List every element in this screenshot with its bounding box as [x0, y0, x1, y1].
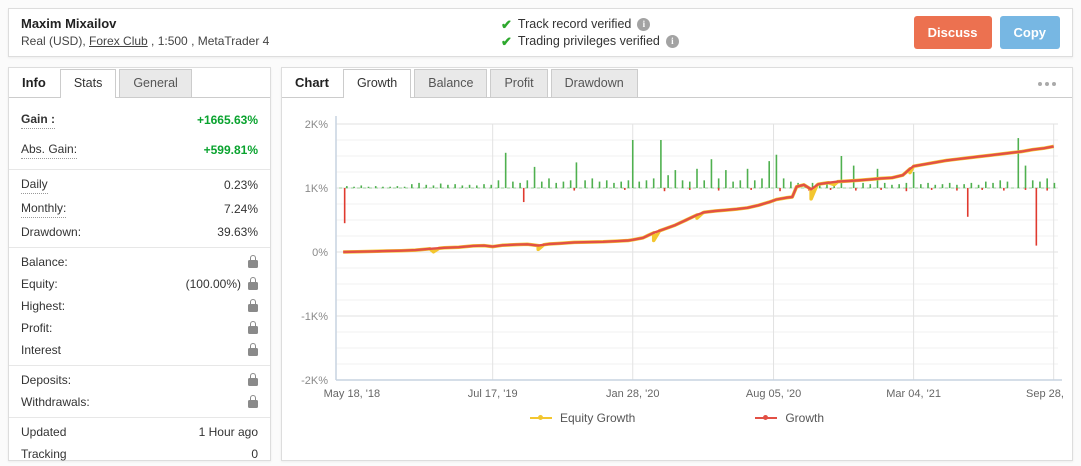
svg-text:Jul 17, '19: Jul 17, '19 — [468, 388, 518, 400]
trading-privileges-verified: ✔ Trading privileges verified i — [501, 33, 914, 50]
copy-button[interactable]: Copy — [999, 16, 1060, 49]
tab-drawdown[interactable]: Drawdown — [550, 69, 638, 97]
legend-marker-icon — [755, 415, 778, 420]
stat-label: Withdrawals: — [21, 395, 90, 409]
stat-value: 1 Hour ago — [198, 425, 258, 439]
stat-value: +1665.63% — [196, 113, 258, 127]
stat-label: Daily — [21, 176, 48, 194]
stat-row: Interest — [9, 339, 270, 361]
discuss-button[interactable]: Discuss — [913, 16, 992, 49]
stat-row: Abs. Gain: +599.81% — [9, 135, 270, 165]
lock-icon — [248, 298, 258, 312]
svg-text:Aug 05, '20: Aug 05, '20 — [746, 388, 801, 400]
tab-stats[interactable]: Stats — [59, 69, 117, 98]
svg-text:Jan 28, '20: Jan 28, '20 — [606, 388, 659, 400]
stat-label: Profit: — [21, 321, 53, 335]
lock-icon — [248, 276, 258, 290]
stat-label: Equity: — [21, 277, 58, 291]
sidebar-title: Info — [22, 75, 46, 90]
info-icon[interactable]: i — [665, 34, 679, 48]
stat-label: Interest — [21, 343, 62, 357]
stat-value — [241, 254, 258, 268]
stats-list: Gain : +1665.63% Abs. Gain: +599.81% Daily 0.… — [9, 98, 270, 466]
lock-icon — [248, 394, 258, 408]
stat-value: (100.00%) — [186, 276, 258, 292]
stat-label: Drawdown: — [21, 225, 82, 239]
growth-chart: 2K% 1K% 0% -1K% -2K% May 18, '18 Jul 17, '19 Ja… — [282, 98, 1081, 425]
stat-value — [241, 394, 258, 408]
account-name: Maxim Mixailov — [21, 16, 117, 31]
stat-value: 0 — [251, 447, 258, 461]
stat-row: Daily 0.23% — [9, 173, 270, 197]
svg-text:2K%: 2K% — [305, 119, 328, 131]
stat-row: Drawdown: 39.63% — [9, 221, 270, 243]
stat-value — [241, 342, 258, 356]
stat-value — [241, 372, 258, 386]
chart-tabs: Chart Growth Balance Profit Drawdown — [282, 68, 1072, 98]
stat-label: Balance: — [21, 255, 68, 269]
stat-row: Highest: — [9, 295, 270, 317]
account-type: Real (USD), — [21, 34, 90, 48]
checkmark-icon: ✔ — [501, 33, 512, 49]
lock-icon — [248, 342, 258, 356]
stat-label: Tracking — [21, 447, 67, 461]
stat-row: Deposits: — [9, 369, 270, 391]
svg-text:0%: 0% — [312, 247, 328, 259]
chart-legend: Equity Growth Growth — [288, 411, 1066, 425]
stat-label: Gain : — [21, 111, 56, 129]
chart-canvas: 2K% 1K% 0% -1K% -2K%May 18, '18 Jul 17, '19 Ja… — [301, 116, 1081, 400]
stat-label: Deposits: — [21, 373, 72, 387]
info-icon[interactable]: i — [637, 17, 651, 31]
stat-value: +599.81% — [203, 143, 258, 157]
checkmark-icon: ✔ — [501, 16, 512, 32]
stat-row: Withdrawals: — [9, 391, 270, 413]
svg-text:Mar 04, '21: Mar 04, '21 — [886, 388, 941, 400]
svg-text:Sep 28, '21: Sep 28, '21 — [1026, 388, 1066, 400]
account-subtitle: Real (USD), Forex Club , 1:500 , MetaTra… — [21, 33, 501, 50]
stat-value — [241, 298, 258, 312]
stats-sidebar: Info Stats General Gain : +1665.63% Abs. Ga… — [8, 67, 271, 461]
stat-value — [241, 320, 258, 334]
legend-marker-icon — [529, 415, 552, 420]
track-record-verified: ✔ Track record verified i — [501, 16, 914, 33]
sidebar-tabs: Info Stats General — [9, 68, 270, 98]
stat-row: Updated 1 Hour ago — [9, 421, 270, 443]
stat-label: Updated — [21, 425, 67, 439]
lock-icon — [248, 254, 258, 268]
stat-row: Equity: (100.00%) — [9, 273, 270, 295]
account-header: Maxim Mixailov Real (USD), Forex Club , … — [8, 8, 1073, 57]
lock-icon — [248, 372, 258, 386]
chart-panel-title: Chart — [295, 75, 329, 90]
chart-panel: Chart Growth Balance Profit Drawdown 2K% 1K%… — [281, 67, 1081, 461]
account-details: , 1:500 , MetaTrader 4 — [147, 34, 270, 48]
legend-item-equity-growth: Equity Growth — [529, 411, 635, 425]
stat-row: Gain : +1665.63% — [9, 105, 270, 135]
stat-row: Monthly: 7.24% — [9, 197, 270, 221]
svg-text:1K%: 1K% — [305, 183, 328, 195]
tab-profit[interactable]: Profit — [490, 69, 548, 97]
panel-menu-icon[interactable] — [1034, 78, 1060, 90]
stat-label: Abs. Gain: — [21, 141, 78, 159]
lock-icon — [248, 320, 258, 334]
verification-badges: ✔ Track record verified i ✔ Trading priv… — [501, 16, 914, 50]
tab-general[interactable]: General — [119, 69, 192, 97]
stat-value: 7.24% — [223, 202, 258, 216]
svg-text:-1K%: -1K% — [301, 311, 328, 323]
svg-text:-2K%: -2K% — [301, 375, 328, 387]
stat-value: 39.63% — [217, 225, 258, 239]
stat-row: Balance: — [9, 251, 270, 273]
legend-item-growth: Growth — [755, 411, 824, 425]
svg-text:May 18, '18: May 18, '18 — [324, 388, 381, 400]
stat-value: 0.23% — [223, 178, 258, 192]
stat-row: Profit: — [9, 317, 270, 339]
stat-label: Monthly: — [21, 200, 67, 218]
tab-growth[interactable]: Growth — [342, 69, 412, 98]
broker-link[interactable]: Forex Club — [89, 34, 148, 48]
stat-row: Tracking 0 — [9, 443, 270, 465]
tab-balance[interactable]: Balance — [414, 69, 488, 97]
stat-label: Highest: — [21, 299, 66, 313]
